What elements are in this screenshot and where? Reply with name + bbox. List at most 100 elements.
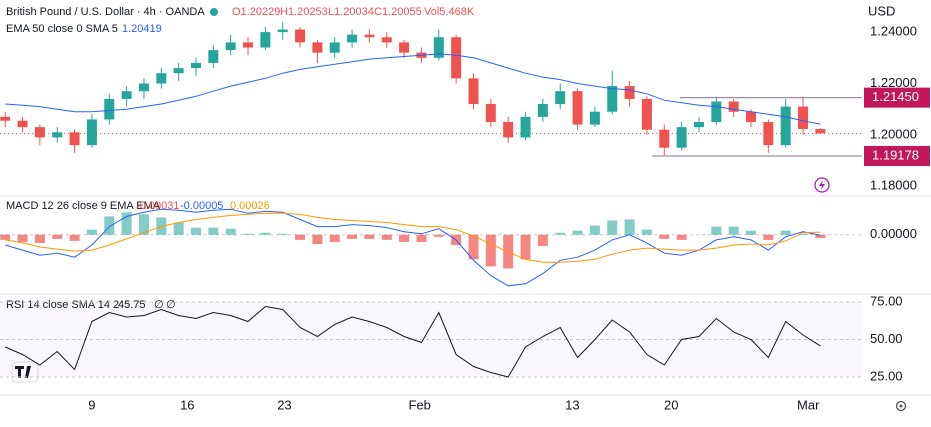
y-tick-label: 1.22000 [870, 75, 917, 90]
y-tick-label: 0.00000 [870, 226, 917, 241]
settings-icon[interactable] [895, 400, 907, 412]
candle-body [537, 104, 548, 117]
currency: USD [868, 3, 895, 18]
histogram-bar [711, 226, 722, 235]
ohlc-legend: H1.20253 [280, 6, 328, 18]
y-tick-label: 75.00 [870, 293, 903, 308]
y-tick-label: 50.00 [870, 331, 903, 346]
histogram-bar [17, 234, 28, 242]
candle-body [659, 129, 670, 148]
y-tick-label: 1.20000 [870, 126, 917, 141]
x-tick-label: 16 [180, 397, 194, 412]
candle-body [607, 86, 618, 112]
y-tick-label: 25.00 [870, 368, 903, 383]
histogram-bar [121, 212, 132, 235]
ema-line [5, 53, 821, 125]
x-tick-label: Mar [797, 397, 820, 412]
candle-body [190, 62, 201, 69]
candle-body [260, 32, 271, 48]
level-label-box [864, 145, 930, 166]
level-label: 1.19178 [872, 147, 919, 162]
candle-body [34, 127, 45, 138]
x-tick-label: 23 [277, 397, 291, 412]
x-tick-label: 13 [565, 397, 579, 412]
market-status [210, 8, 218, 16]
level-label: 1.21450 [872, 89, 919, 104]
candle-body [745, 111, 756, 123]
candle-body [503, 122, 514, 138]
histogram-bar [312, 234, 323, 244]
candle-body [381, 37, 392, 43]
level-label-box [864, 87, 930, 108]
histogram-bar [138, 214, 149, 235]
histogram-bar [0, 234, 11, 240]
candle-body [624, 86, 635, 99]
candle-body [347, 34, 358, 43]
histogram-bar [433, 234, 444, 237]
candle-body [815, 128, 826, 134]
histogram-bar [589, 225, 600, 235]
candle-body [763, 122, 774, 146]
histogram-bar [485, 234, 496, 267]
macd-line [5, 212, 821, 263]
indicator-name: EMA 50 close 0 SMA 5 [6, 23, 118, 35]
candle-body [589, 111, 600, 125]
candle-body [104, 98, 115, 120]
histogram-bar [763, 234, 774, 240]
ohlc-legend: C1.20055 [374, 6, 422, 18]
candle-body [156, 73, 167, 84]
event-icon[interactable] [814, 177, 830, 193]
histogram-bar [190, 227, 201, 235]
candle-body [243, 42, 254, 48]
histogram-bar [86, 229, 97, 235]
histogram-bar [243, 233, 254, 235]
candle-body [121, 91, 132, 99]
histogram-bar [208, 227, 219, 235]
histogram-bar [260, 232, 271, 235]
rsi-band [0, 302, 862, 378]
indicator-value: 1.20419 [122, 23, 162, 35]
ohlc-legend: Vol5.468K [424, 6, 475, 18]
candle-body [572, 91, 583, 125]
candle-body [364, 34, 375, 38]
candle-body [0, 116, 11, 121]
histogram-bar [381, 234, 392, 240]
legend-value: ∅ [166, 299, 176, 311]
candle-body [295, 29, 306, 43]
candle-body [433, 37, 444, 58]
histogram-bar [225, 228, 236, 235]
histogram-bar [728, 226, 739, 235]
candle-body [555, 91, 566, 105]
chart-title: British Pound / U.S. Dollar · 4h · OANDA [6, 6, 205, 18]
candle-body [676, 127, 687, 148]
histogram-bar [173, 222, 184, 235]
candle-body [399, 42, 410, 53]
candle-body [225, 42, 236, 51]
histogram-bar [34, 234, 45, 243]
candle-body [69, 132, 80, 146]
histogram-bar [347, 234, 358, 239]
candle-body [138, 83, 149, 92]
ohlc-legend: O1.20229 [232, 6, 280, 18]
histogram-bar [69, 234, 80, 241]
histogram-bar [416, 234, 427, 242]
histogram-bar [104, 216, 115, 235]
histogram-bar [329, 234, 340, 242]
legend-value: -0.00005 [180, 200, 223, 212]
histogram-bar [555, 232, 566, 235]
event-icon-bolt [819, 180, 825, 190]
legend-value: -0.00031 [136, 200, 179, 212]
legend-value: 45.75 [118, 299, 146, 311]
candle-body [277, 29, 288, 33]
ohlc-legend: L1.20034 [328, 6, 374, 18]
histogram-bar [659, 234, 670, 239]
legend-value: ∅ [154, 299, 164, 311]
histogram-bar [572, 230, 583, 235]
y-tick-label: 1.18000 [870, 178, 917, 193]
histogram-bar [52, 234, 63, 239]
histogram-bar [520, 234, 531, 260]
candle-body [693, 122, 704, 128]
legend-value: 0.00026 [230, 200, 270, 212]
x-tick-label: 20 [664, 397, 678, 412]
